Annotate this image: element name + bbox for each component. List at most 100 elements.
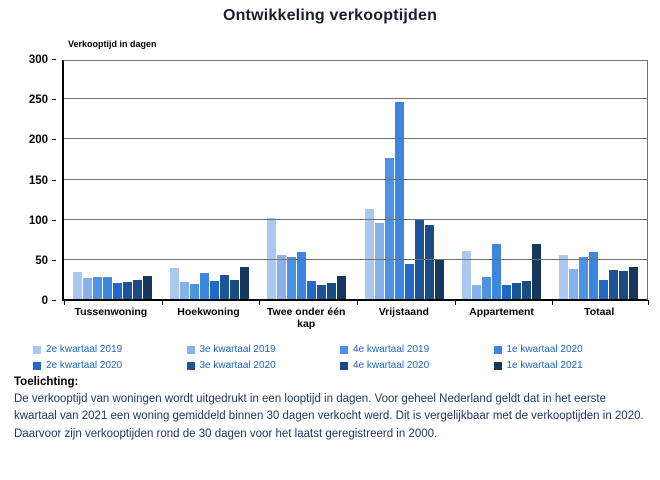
legend-swatch <box>33 345 41 354</box>
y-tick-mark <box>52 219 56 221</box>
bar <box>93 276 103 299</box>
footer: Toelichting: De verkooptijd van woningen… <box>14 376 648 443</box>
bar <box>190 283 200 299</box>
x-tick-mark <box>357 300 358 305</box>
legend-item: 1e kwartaal 2020 <box>493 343 648 356</box>
legend-label: 4e kwartaal 2019 <box>353 344 430 355</box>
bar <box>618 270 628 299</box>
bar <box>424 225 434 299</box>
y-axis-labels: 0 50 100 150 200 250 300 <box>0 54 56 307</box>
category-label: Totaal <box>584 306 615 318</box>
legend-label: 2e kwartaal 2020 <box>46 360 123 371</box>
bar <box>521 280 531 299</box>
bar-group <box>64 61 161 299</box>
legend-swatch <box>33 361 41 370</box>
bar <box>267 217 277 299</box>
legend-label: 1e kwartaal 2021 <box>506 360 583 371</box>
y-tick-label: 250 <box>28 94 48 107</box>
legend-label: 2e kwartaal 2019 <box>46 344 123 355</box>
bar <box>598 279 608 299</box>
gridline <box>64 218 647 220</box>
category-label: Appartement <box>469 306 534 318</box>
y-tick-mark <box>52 179 56 181</box>
x-tick-mark <box>161 300 163 305</box>
bar <box>133 279 143 299</box>
bar-group <box>453 61 550 299</box>
bar-group <box>161 61 258 299</box>
bar <box>384 157 394 299</box>
bar <box>414 218 424 299</box>
legend-item: 1e kwartaal 2021 <box>493 359 648 372</box>
plot-area <box>62 60 649 305</box>
bar <box>287 257 297 299</box>
legend-item: 2e kwartaal 2019 <box>33 343 187 356</box>
bar <box>628 266 638 299</box>
category-label: Hoekwoning <box>177 306 240 318</box>
bar <box>297 251 307 299</box>
x-tick-mark <box>64 300 65 305</box>
bar <box>210 280 220 299</box>
bar-group <box>258 61 355 299</box>
y-tick-mark <box>52 259 56 261</box>
legend-label: 3e kwartaal 2019 <box>199 344 276 355</box>
legend-item: 2e kwartaal 2020 <box>33 359 187 372</box>
bar <box>73 271 83 299</box>
y-tick-label: 100 <box>28 214 48 227</box>
bar <box>364 209 374 299</box>
bar <box>170 267 180 299</box>
legend-item: 3e kwartaal 2020 <box>186 359 341 372</box>
bar <box>568 269 578 299</box>
bar <box>461 250 471 299</box>
legend-swatch <box>493 345 502 354</box>
x-tick-mark <box>259 300 261 305</box>
legend-swatch <box>340 345 348 354</box>
y-tick-mark <box>52 59 56 60</box>
bar <box>491 243 501 299</box>
gridline <box>64 258 647 260</box>
bar <box>143 275 153 299</box>
bar <box>558 254 568 299</box>
bar <box>277 254 287 299</box>
bar <box>317 284 327 299</box>
bar <box>180 282 190 299</box>
bar <box>471 284 481 299</box>
bar <box>374 222 384 299</box>
bar <box>230 279 240 299</box>
bar <box>337 275 347 299</box>
bar <box>83 278 93 299</box>
category-label: Vrijstaand <box>378 306 429 318</box>
legend-swatch <box>493 361 502 370</box>
legend: 2e kwartaal 2019 3e kwartaal 2019 4e kwart… <box>33 343 647 372</box>
y-tick-mark <box>52 300 56 301</box>
bar-group <box>550 61 647 299</box>
bar <box>511 282 521 299</box>
category-labels: Tussenwoning Hoekwoning Twee onder één kap… <box>62 306 648 330</box>
legend-label: 4e kwartaal 2020 <box>353 360 430 371</box>
bar <box>307 281 317 299</box>
x-tick-mark <box>648 300 649 305</box>
legend-swatch <box>186 361 195 370</box>
bar <box>240 266 250 299</box>
bar <box>608 270 618 299</box>
y-tick-label: 200 <box>28 134 48 147</box>
y-tick-mark <box>52 139 56 141</box>
bar-group <box>356 61 453 299</box>
footer-body: De verkooptijd van woningen wordt uitged… <box>14 393 644 440</box>
bar <box>588 252 598 299</box>
x-tick-mark <box>552 300 554 305</box>
bar <box>481 277 491 299</box>
y-tick-label: 150 <box>28 174 48 187</box>
gridline <box>64 178 647 180</box>
bar <box>123 282 133 299</box>
gridline <box>64 98 647 100</box>
page-title: Ontwikkeling verkooptijden <box>222 7 438 24</box>
y-tick-mark <box>52 99 56 101</box>
bar <box>404 263 414 299</box>
bar <box>103 277 113 299</box>
legend-swatch <box>340 361 348 370</box>
legend-item: 4e kwartaal 2019 <box>340 343 494 356</box>
legend-item: 3e kwartaal 2019 <box>186 343 341 356</box>
bar-groups <box>64 61 647 299</box>
bar <box>394 102 404 299</box>
y-tick-label: 300 <box>28 54 48 66</box>
